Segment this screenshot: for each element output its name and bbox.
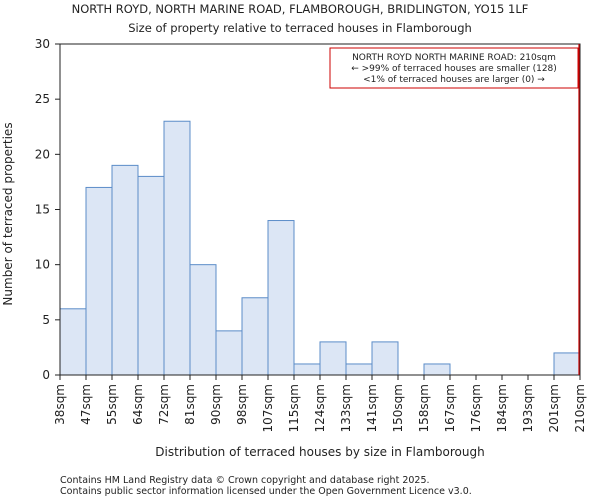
bar-55sqm bbox=[111, 164, 139, 376]
x-tick-label: 176sqm bbox=[469, 384, 483, 432]
bar-107sqm bbox=[267, 220, 295, 376]
x-tick-label: 141sqm bbox=[365, 384, 379, 432]
y-tick-label: 10 bbox=[35, 258, 50, 272]
y-axis: 0 5 10 15 20 25 30 bbox=[35, 37, 60, 382]
bar-64sqm bbox=[137, 175, 165, 376]
annotation-line-2: ← >99% of terraced houses are smaller (1… bbox=[351, 64, 557, 74]
x-axis-label: Distribution of terraced houses by size … bbox=[155, 445, 484, 459]
x-tick-label: 124sqm bbox=[313, 384, 327, 432]
footer-line-1: Contains HM Land Registry data © Crown c… bbox=[60, 475, 430, 486]
y-tick-label: 0 bbox=[42, 368, 50, 382]
bar-115sqm bbox=[293, 363, 321, 376]
bar-47sqm bbox=[85, 186, 113, 376]
bar-72sqm bbox=[163, 120, 191, 376]
x-tick-label: 210sqm bbox=[573, 384, 587, 432]
annotation-line-3: <1% of terraced houses are larger (0) → bbox=[363, 75, 545, 85]
chart-title: NORTH ROYD, NORTH MARINE ROAD, FLAMBOROU… bbox=[72, 2, 529, 16]
x-tick-label: 150sqm bbox=[391, 384, 405, 432]
footer-line-2: Contains public sector information licen… bbox=[60, 486, 472, 497]
x-tick-label: 90sqm bbox=[209, 384, 223, 425]
bar-81sqm bbox=[189, 264, 217, 376]
x-tick-label: 193sqm bbox=[521, 384, 535, 432]
x-tick-label: 133sqm bbox=[339, 384, 353, 432]
bar-201sqm bbox=[553, 352, 581, 376]
y-tick-label: 20 bbox=[35, 147, 50, 161]
chart-subtitle: Size of property relative to terraced ho… bbox=[128, 21, 472, 35]
x-tick-label: 201sqm bbox=[547, 384, 561, 432]
x-axis: 38sqm 47sqm 55sqm 64sqm 72sqm 81sqm 90sqm 98sqm… bbox=[53, 375, 587, 432]
bars-group bbox=[59, 120, 581, 376]
x-tick-label: 158sqm bbox=[417, 384, 431, 432]
y-tick-label: 5 bbox=[42, 313, 50, 327]
bar-98sqm bbox=[241, 297, 269, 376]
bar-133sqm bbox=[345, 363, 373, 376]
bar-141sqm bbox=[371, 341, 399, 376]
y-tick-label: 25 bbox=[35, 92, 50, 106]
annotation-line-1: NORTH ROYD NORTH MARINE ROAD: 210sqm bbox=[352, 53, 556, 63]
x-tick-label: 55sqm bbox=[105, 384, 119, 425]
annotation-box: NORTH ROYD NORTH MARINE ROAD: 210sqm ← >… bbox=[329, 47, 579, 89]
plot-frame bbox=[59, 43, 581, 376]
bar-38sqm bbox=[59, 308, 87, 376]
x-tick-label: 38sqm bbox=[53, 384, 67, 425]
x-tick-label: 107sqm bbox=[261, 384, 275, 432]
x-tick-label: 64sqm bbox=[131, 384, 145, 425]
y-tick-label: 15 bbox=[35, 203, 50, 217]
y-tick-label: 30 bbox=[35, 37, 50, 51]
bar-90sqm bbox=[215, 330, 243, 376]
x-tick-label: 81sqm bbox=[183, 384, 197, 425]
x-tick-label: 167sqm bbox=[443, 384, 457, 432]
x-tick-label: 47sqm bbox=[79, 384, 93, 425]
x-tick-label: 98sqm bbox=[235, 384, 249, 425]
x-tick-label: 184sqm bbox=[495, 384, 509, 432]
x-tick-label: 72sqm bbox=[157, 384, 171, 425]
bar-158sqm bbox=[423, 363, 451, 376]
bar-124sqm bbox=[319, 341, 347, 376]
y-axis-label: Number of terraced properties bbox=[1, 122, 15, 305]
x-tick-label: 115sqm bbox=[287, 384, 301, 432]
